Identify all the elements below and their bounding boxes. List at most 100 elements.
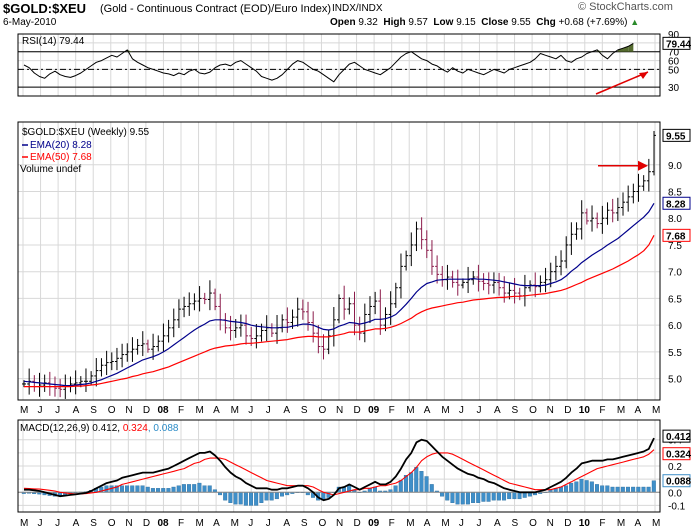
macd-histogram-bar [156,488,161,493]
x-axis-label: 09 [368,518,380,529]
x-axis-label: M [406,518,414,529]
ohlc-readout: Open 9.32 High 9.57 Low 9.15 Close 9.55 … [330,17,639,28]
macd-histogram-bar [419,471,424,493]
macd-histogram-bar [150,488,155,493]
macd-label-signal: 0.324 [123,423,148,434]
macd-histogram-bar [589,481,594,493]
macd-value-tag-box [662,429,691,443]
chg-value: +0.68 (+7.69%) [558,17,628,28]
rsi-label: RSI(14) 79.44 [22,36,85,47]
low-value: 9.15 [456,17,476,28]
x-axis-label: S [90,518,97,529]
x-axis-label: N [336,518,343,529]
open-label: Open [330,17,356,28]
x-axis-label: O [529,405,537,416]
macd-label: MACD(12,26,9) 0.412, 0.324, 0.088 [20,423,179,434]
x-axis-label: M [441,405,449,416]
ema50-value-tag-box [662,228,691,242]
x-axis-label: A [424,405,431,416]
price-tick-label: 5.0 [668,375,682,386]
x-axis-label: M [231,518,239,529]
macd-hist-tag: 0.088 [666,477,691,488]
macd-histogram-bar [517,492,522,500]
macd-histogram-bar [651,480,656,493]
x-axis-label: J [38,405,43,416]
macd-histogram-bar [259,492,264,503]
x-axis-label: A [634,405,641,416]
macd-histogram-bar [207,485,212,493]
chart-description: (Gold - Continuous Contract (EOD)/Euro I… [100,3,332,15]
x-axis-label: M [652,518,660,529]
price-tick-label: 7.5 [668,241,682,252]
x-axis-label: N [125,518,132,529]
x-axis-label: J [459,518,464,529]
open-value: 9.32 [358,17,378,28]
rsi-last-value-tag: 79.44 [666,39,691,50]
macd-histogram-bar [192,484,197,493]
x-axis-label: 08 [157,405,169,416]
x-axis-label: 08 [157,518,169,529]
macd-histogram-bar [269,492,274,501]
macd-histogram-bar [233,492,238,505]
x-axis-label: D [564,405,571,416]
x-axis-label: S [301,405,308,416]
macd-histogram-bar [465,492,470,505]
x-axis-label: O [529,518,537,529]
macd-histogram-bar [409,472,414,493]
last-price-tag-box [662,128,691,142]
x-axis-label: J [248,405,253,416]
x-axis-label: J [38,518,43,529]
price-annotation-arrow-head [638,160,648,171]
macd-histogram-bar [455,492,460,505]
macd-histogram-bar [460,492,465,505]
x-axis-label: M [652,405,660,416]
macd-histogram-bar [238,492,243,505]
rsi-tick-label: 50 [668,65,680,76]
high-label: High [383,17,406,28]
x-axis-label: J [476,518,481,529]
macd-histogram-bar [398,480,403,493]
x-axis-label: A [213,518,220,529]
macd-tick-label: -0.1 [668,501,686,512]
macd-histogram-bar [476,492,481,503]
macd-histogram-bar [145,486,150,493]
chart-exchange: INDX/INDX [332,3,383,14]
macd-histogram-bar [440,492,445,497]
x-axis-label: D [354,518,361,529]
x-axis-label: M [196,405,204,416]
macd-histogram-bar [491,492,496,501]
x-axis-label: F [599,405,605,416]
macd-histogram-bar [594,484,599,493]
macd-line [24,437,655,502]
x-axis-label: M [617,518,625,529]
price-tick-label: 8.5 [668,188,682,199]
watermark: © StockCharts.com [578,1,673,13]
x-axis-label: S [90,405,97,416]
x-axis-label: J [55,405,60,416]
x-axis-label: O [108,518,116,529]
price-x-axis: M J J A S O N D 08 F M A M J J A S O N D 09 F M A M J J A S O N D 10 F M A M [20,405,660,416]
macd-histogram-bar [512,492,517,500]
macd-histogram-bar [569,482,574,493]
x-axis-label: M [196,518,204,529]
chart-date: 6-May-2010 [3,17,57,28]
ema20-line [23,202,655,387]
macd-histogram-bar [181,484,186,493]
macd-histogram-bar [249,492,254,506]
macd-histogram-bar [243,492,248,506]
macd-histogram-bar [367,488,372,493]
x-axis-label: A [634,518,641,529]
x-axis-label: F [178,518,184,529]
macd-histogram-bar [564,485,569,493]
macd-histogram-bar [615,486,620,493]
x-axis-label: A [283,405,290,416]
macd-histogram-bar [646,486,651,493]
x-axis-label: J [248,518,253,529]
x-axis-label: F [389,518,395,529]
x-axis-label: D [564,518,571,529]
macd-histogram-bar [631,486,636,493]
macd-value-tag: 0.412 [666,432,691,443]
macd-x-axis: M J J A S O N D 08 F M A M J J A S O N D 09 F M A M J J A S O N D 10 F M A M [20,518,660,529]
rsi-overbought-fill [628,43,634,52]
macd-histogram-bar [574,481,579,493]
